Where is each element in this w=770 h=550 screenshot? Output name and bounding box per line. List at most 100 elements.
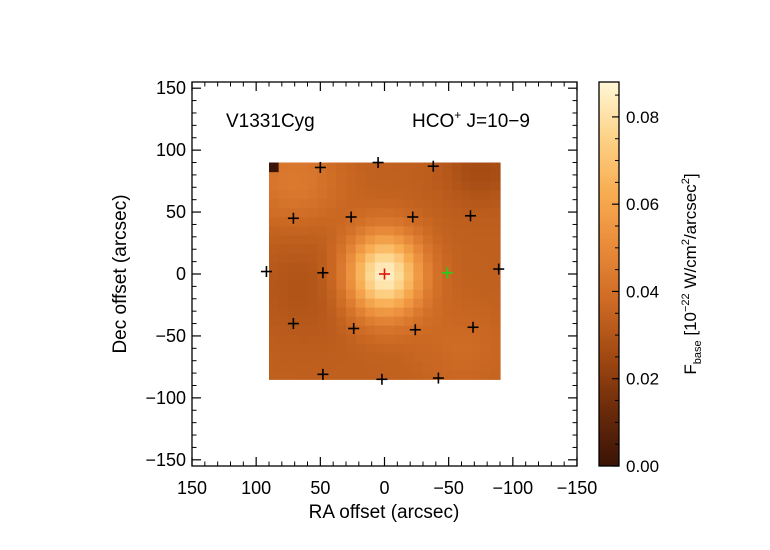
heatmap-cell xyxy=(365,279,376,290)
heatmap-cell xyxy=(336,316,347,326)
heatmap-cell xyxy=(423,316,434,326)
heatmap-cell xyxy=(374,370,386,380)
heatmap-cell xyxy=(451,171,463,182)
heatmap-cell xyxy=(413,234,424,245)
y-tick-label: −100 xyxy=(145,388,186,408)
heatmap-cell xyxy=(471,171,482,182)
heatmap-cell xyxy=(346,180,357,191)
heatmap-cell xyxy=(403,279,414,290)
heatmap-cell xyxy=(442,162,453,173)
heatmap-cell xyxy=(471,270,482,281)
heatmap-cell xyxy=(297,370,309,380)
heatmap-cell xyxy=(317,361,328,371)
heatmap-cell xyxy=(355,298,366,308)
heatmap-cell xyxy=(326,225,337,236)
heatmap-cell xyxy=(365,198,376,209)
heatmap-cell xyxy=(471,225,482,236)
heatmap-cell xyxy=(365,162,376,173)
heatmap-cell xyxy=(490,216,501,227)
heatmap-cell xyxy=(355,189,366,200)
heatmap-cell xyxy=(461,261,472,272)
heatmap-cell xyxy=(346,316,357,326)
heatmap-cell xyxy=(355,279,366,290)
heatmap-cell xyxy=(442,279,453,290)
heatmap-cell xyxy=(413,162,424,173)
heatmap-cell xyxy=(480,334,491,344)
heatmap-cell xyxy=(432,316,443,326)
heatmap-cell xyxy=(346,334,357,344)
heatmap-cell xyxy=(413,288,424,299)
heatmap-cell xyxy=(297,189,309,200)
heatmap-cell xyxy=(336,307,347,317)
heatmap-cell xyxy=(374,361,386,371)
heatmap-cell xyxy=(326,361,337,371)
heatmap-cell xyxy=(480,171,491,182)
heatmap-cell xyxy=(297,270,309,281)
heatmap-cell xyxy=(480,270,491,281)
heatmap-cell xyxy=(461,288,472,299)
heatmap-cell xyxy=(374,288,386,299)
heatmap-cell xyxy=(278,162,289,173)
heatmap-cell xyxy=(471,207,482,218)
heatmap-cell xyxy=(423,162,434,173)
colorbar-ticks: 0.00 0.02 0.04 0.06 0.08 xyxy=(612,94,659,476)
heatmap-cell xyxy=(374,261,386,272)
heatmap-cell xyxy=(317,298,328,308)
heatmap-cell xyxy=(432,207,443,218)
heatmap-cell xyxy=(394,370,405,380)
heatmap-cell xyxy=(278,352,289,362)
heatmap-cell xyxy=(307,207,318,218)
heatmap-cell xyxy=(336,189,347,200)
heatmap-cell xyxy=(471,261,482,272)
heatmap-cell xyxy=(423,243,434,254)
heatmap-cell xyxy=(317,343,328,353)
heatmap-cell xyxy=(442,198,453,209)
heatmap-cell xyxy=(317,216,328,227)
colorbar-label-sq2: 2 xyxy=(680,178,692,184)
heatmap-cell xyxy=(269,225,280,236)
heatmap-cell xyxy=(423,307,434,317)
heatmap-cell xyxy=(413,189,424,200)
heatmap-cell xyxy=(451,225,463,236)
heatmap-cell xyxy=(346,370,357,380)
heatmap-cell xyxy=(346,261,357,272)
heatmap-cell xyxy=(471,352,482,362)
heatmap-cell xyxy=(394,279,405,290)
heatmap-cell xyxy=(451,216,463,227)
heatmap-cell xyxy=(355,361,366,371)
heatmap-cell xyxy=(394,307,405,317)
heatmap-cell xyxy=(413,171,424,182)
heatmap-cell xyxy=(269,325,280,335)
heatmap-cell xyxy=(432,352,443,362)
heatmap-cell xyxy=(365,171,376,182)
heatmap-cell xyxy=(480,189,491,200)
heatmap-cell xyxy=(442,189,453,200)
heatmap-cell xyxy=(365,207,376,218)
heatmap-cell xyxy=(326,171,337,182)
heatmap-cell xyxy=(403,316,414,326)
heatmap-cell xyxy=(307,361,318,371)
x-tick-label: 50 xyxy=(310,478,330,498)
heatmap-cell xyxy=(394,261,405,272)
heatmap-cell xyxy=(365,352,376,362)
heatmap-cell xyxy=(355,243,366,254)
heatmap-cell xyxy=(442,252,453,263)
heatmap-cell xyxy=(317,207,328,218)
heatmap-cell xyxy=(442,216,453,227)
heatmap-cell xyxy=(423,325,434,335)
heatmap-cell xyxy=(461,325,472,335)
heatmap-cell xyxy=(297,325,309,335)
heatmap-cell xyxy=(480,243,491,254)
heatmap-cell xyxy=(346,162,357,173)
heatmap-cell xyxy=(346,279,357,290)
heatmap-cell xyxy=(288,207,299,218)
heatmap-cell xyxy=(355,270,366,281)
pointing-marker xyxy=(317,267,329,279)
heatmap-cell xyxy=(278,334,289,344)
heatmap-cell xyxy=(355,316,366,326)
heatmap-cell xyxy=(355,352,366,362)
heatmap-cell xyxy=(461,334,472,344)
heatmap-cell xyxy=(326,270,337,281)
heatmap-cell xyxy=(442,288,453,299)
pointing-marker xyxy=(427,160,439,172)
